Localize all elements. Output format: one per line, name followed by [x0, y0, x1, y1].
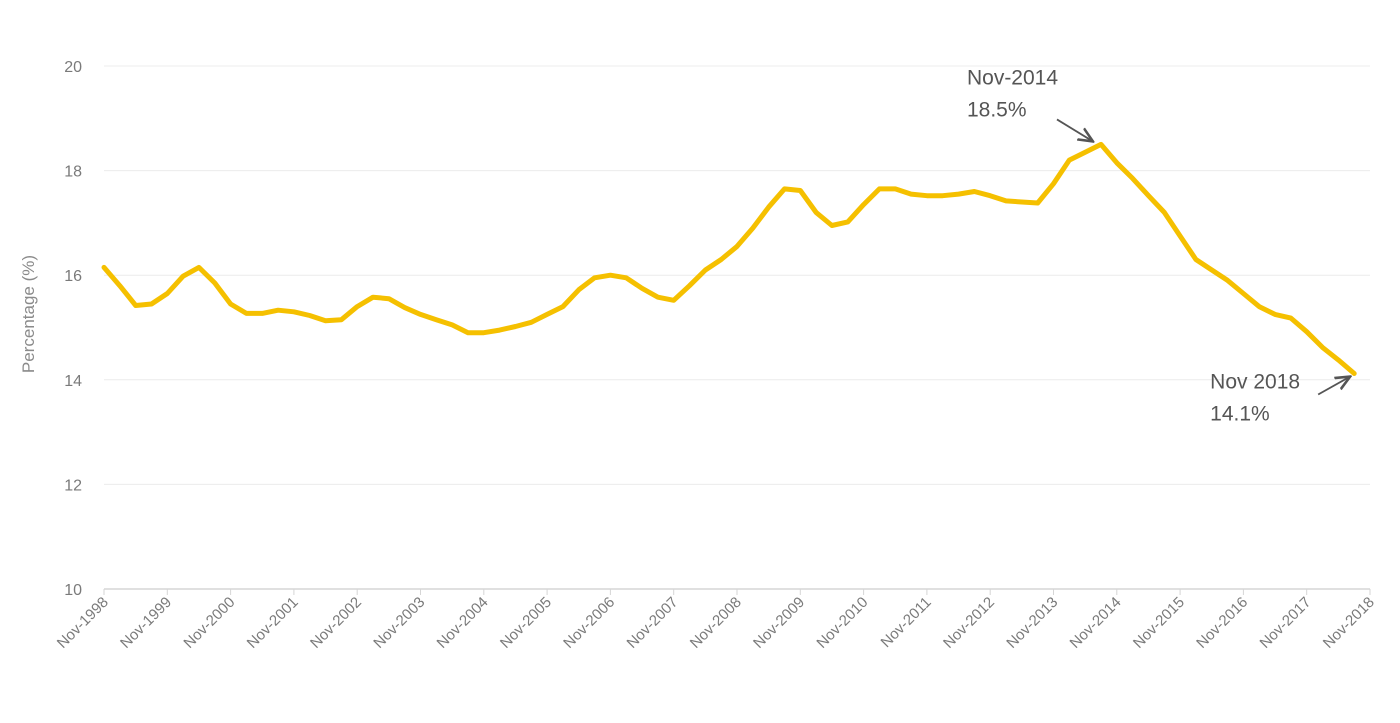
- x-tick-label: Nov-2008: [687, 594, 745, 652]
- annotation-label: Nov 2018: [1210, 371, 1300, 394]
- y-axis-title: Percentage (%): [19, 255, 38, 373]
- x-tick-label: Nov-2016: [1193, 594, 1251, 652]
- y-tick-label: 12: [64, 477, 82, 494]
- x-tick-label: Nov-2018: [1320, 594, 1378, 652]
- x-tick-label: Nov-2003: [370, 594, 428, 652]
- x-tick-label: Nov-2011: [877, 594, 934, 651]
- annotation-value: 14.1%: [1210, 403, 1270, 426]
- x-tick-label: Nov-2004: [434, 594, 492, 652]
- x-tick-label: Nov-2005: [497, 594, 555, 652]
- x-tick-label: Nov-2006: [560, 594, 618, 652]
- y-tick-label: 18: [64, 164, 82, 181]
- annotation-arrow: [1056, 118, 1093, 141]
- axes: [103, 588, 1371, 595]
- x-tick-label: Nov-2001: [244, 594, 302, 652]
- x-tick-label: Nov-2014: [1067, 594, 1125, 652]
- x-tick-label: Nov-2007: [624, 594, 682, 652]
- annotations: Nov-2014 18.5% Nov 2018 14.1%: [967, 66, 1350, 426]
- annotation-arrow: [1317, 377, 1350, 396]
- y-tick-label: 14: [64, 373, 82, 390]
- x-tick-label: Nov-2012: [940, 594, 998, 652]
- x-tick-label: Nov-2013: [1003, 594, 1061, 652]
- x-tick-label: Nov-2002: [307, 594, 365, 652]
- x-tick-label: Nov-2000: [180, 594, 238, 652]
- x-tick-label: Nov-1998: [54, 594, 112, 652]
- gridlines: [104, 65, 1370, 485]
- annotation-label: Nov-2014: [967, 66, 1058, 89]
- x-tick-label: Nov-2015: [1130, 594, 1188, 652]
- y-tick-label: 20: [64, 59, 82, 76]
- x-tick-label: Nov-2009: [750, 594, 808, 652]
- x-tick-label: Nov-2010: [813, 594, 871, 652]
- series-line-0: [101, 141, 1357, 376]
- series: [101, 141, 1357, 376]
- y-tick-labels: 10 12 14 16 18 20: [64, 59, 82, 599]
- y-tick-label: 16: [64, 268, 82, 285]
- x-tick-labels: Nov-1998 Nov-1999 Nov-2000 Nov-2001 Nov-2002…: [54, 594, 1378, 652]
- y-tick-label: 10: [64, 582, 82, 599]
- x-tick-label: Nov-2017: [1257, 594, 1315, 652]
- x-tick-label: Nov-1999: [117, 594, 175, 652]
- annotation-value: 18.5%: [967, 98, 1027, 121]
